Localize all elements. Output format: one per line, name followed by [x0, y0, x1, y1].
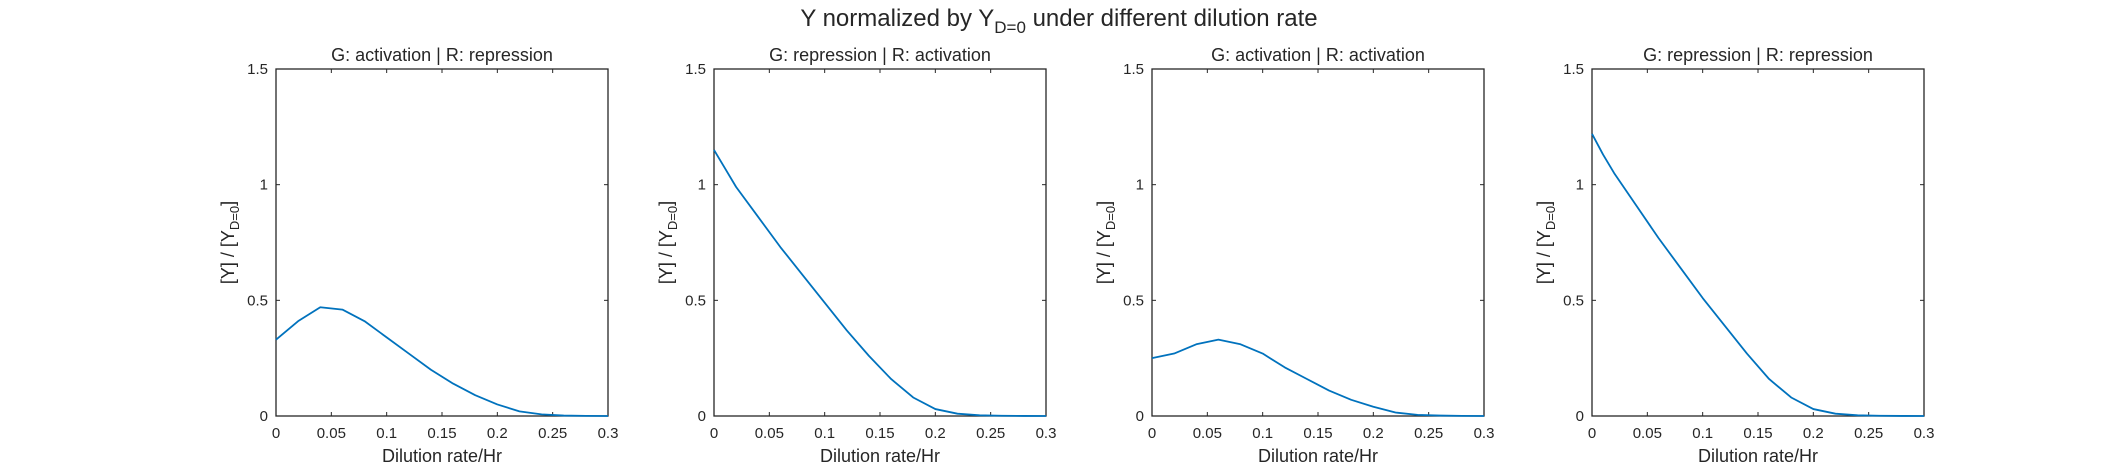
- x-tick-label: 0: [1148, 425, 1156, 442]
- axes-box: [275, 68, 609, 417]
- x-axis-label: Dilution rate/Hr: [382, 446, 502, 463]
- y-axis-label-subscript: D=0: [227, 206, 242, 230]
- y-axis-label-main: [Y] / [Y: [1094, 230, 1114, 284]
- axes-box: [1591, 68, 1925, 417]
- y-tick-label: 1: [260, 177, 268, 194]
- y-tick-label: 0: [1576, 408, 1584, 425]
- y-axis-label: [Y] / [YD=0]: [1094, 201, 1118, 284]
- x-axis-label: Dilution rate/Hr: [1698, 446, 1818, 463]
- x-tick-label: 0.1: [814, 425, 835, 442]
- y-axis-label: [Y] / [YD=0]: [656, 201, 680, 284]
- y-tick-label: 0: [260, 408, 268, 425]
- series-line: [713, 149, 1047, 417]
- y-axis-label-main: [Y] / [Y: [656, 230, 676, 284]
- x-axis-label: Dilution rate/Hr: [820, 446, 940, 463]
- x-tick-label: 0: [272, 425, 280, 442]
- x-tick-label: 0.25: [976, 425, 1005, 442]
- x-tick-label: 0.1: [1692, 425, 1713, 442]
- series-line: [275, 306, 609, 417]
- y-axis-label: [Y] / [YD=0]: [218, 201, 242, 284]
- x-tick-label: 0.15: [1303, 425, 1332, 442]
- y-axis-label: [Y] / [YD=0]: [1534, 201, 1558, 284]
- y-tick-label: 0: [698, 408, 706, 425]
- y-axis-label-subscript: D=0: [1103, 206, 1118, 230]
- suptitle-main: Y normalized by Y: [800, 5, 994, 32]
- x-tick-label: 0.3: [598, 425, 619, 442]
- x-tick-label: 0.2: [1363, 425, 1384, 442]
- x-tick-label: 0.25: [1854, 425, 1883, 442]
- y-tick-label: 1.5: [1563, 61, 1584, 78]
- x-tick-label: 0.15: [427, 425, 456, 442]
- y-tick-label: 0.5: [1123, 292, 1144, 309]
- x-tick-label: 0.2: [925, 425, 946, 442]
- chart-panel-1: G: activation | R: repression 0 0.05 0.1 0.1…: [218, 45, 618, 463]
- chart-title: G: activation | R: repression: [331, 45, 553, 65]
- y-tick-label: 0: [1136, 408, 1144, 425]
- x-tick-label: 0.2: [1803, 425, 1824, 442]
- x-tick-label: 0.05: [1193, 425, 1222, 442]
- x-tick-label: 0.2: [487, 425, 508, 442]
- series-line: [1591, 133, 1925, 417]
- x-tick-label: 0.05: [755, 425, 784, 442]
- axes-box: [713, 68, 1047, 417]
- chart-panel-4: G: repression | R: repression 0 0.05 0.1 0.1…: [1534, 45, 1934, 463]
- y-tick-label: 1.5: [247, 61, 268, 78]
- chart-title: G: repression | R: repression: [1643, 45, 1873, 65]
- y-axis-label-end: ]: [218, 201, 238, 206]
- chart-panel-3: G: activation | R: activation 0 0.05 0.1 0.1…: [1094, 45, 1494, 463]
- y-axis-label-end: ]: [1534, 201, 1554, 206]
- chart-title: G: repression | R: activation: [769, 45, 991, 65]
- axes-box: [1151, 68, 1485, 417]
- x-tick-label: 0.25: [538, 425, 567, 442]
- y-tick-label: 1: [1136, 177, 1144, 194]
- suptitle-subscript: D=0: [994, 18, 1026, 37]
- x-tick-label: 0.3: [1036, 425, 1057, 442]
- figure-suptitle: Y normalized by YD=0 under different dil…: [800, 5, 1317, 37]
- suptitle-rest: under different dilution rate: [1026, 5, 1318, 32]
- y-tick-label: 1: [1576, 177, 1584, 194]
- x-tick-label: 0: [710, 425, 718, 442]
- chart-title: G: activation | R: activation: [1211, 45, 1425, 65]
- y-tick-label: 1: [698, 177, 706, 194]
- x-tick-label: 0.25: [1414, 425, 1443, 442]
- x-axis-label: Dilution rate/Hr: [1258, 446, 1378, 463]
- x-tick-label: 0.15: [1743, 425, 1772, 442]
- x-tick-label: 0.1: [376, 425, 397, 442]
- x-tick-label: 0.15: [865, 425, 894, 442]
- x-tick-label: 0.05: [317, 425, 346, 442]
- y-tick-label: 0.5: [1563, 292, 1584, 309]
- y-axis-label-subscript: D=0: [665, 206, 680, 230]
- x-tick-label: 0.3: [1474, 425, 1495, 442]
- y-tick-label: 1.5: [685, 61, 706, 78]
- x-tick-label: 0.1: [1252, 425, 1273, 442]
- y-tick-label: 0.5: [685, 292, 706, 309]
- x-tick-label: 0.05: [1633, 425, 1662, 442]
- y-tick-label: 0.5: [247, 292, 268, 309]
- series-line: [1151, 338, 1485, 417]
- y-tick-label: 1.5: [1123, 61, 1144, 78]
- x-tick-label: 0.3: [1914, 425, 1935, 442]
- x-tick-label: 0: [1588, 425, 1596, 442]
- y-axis-label-end: ]: [656, 201, 676, 206]
- y-axis-label-main: [Y] / [Y: [218, 230, 238, 284]
- chart-panel-2: G: repression | R: activation 0 0.05 0.1 0.1…: [656, 45, 1056, 463]
- y-axis-label-end: ]: [1094, 201, 1114, 206]
- y-axis-label-subscript: D=0: [1543, 206, 1558, 230]
- y-axis-label-main: [Y] / [Y: [1534, 230, 1554, 284]
